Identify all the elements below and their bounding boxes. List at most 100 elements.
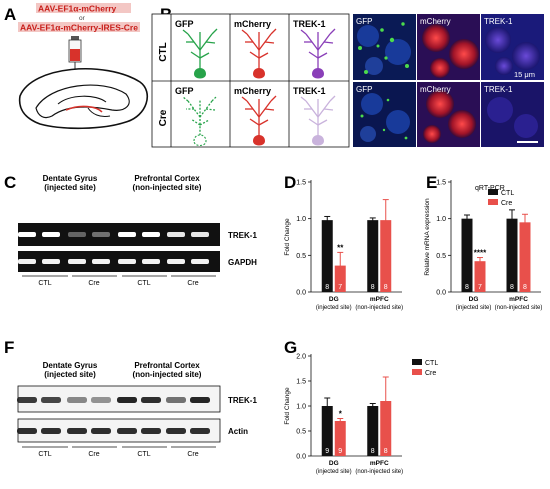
dendrite: [205, 108, 216, 111]
dendrite: [264, 108, 275, 111]
y-tick-label: 0.0: [296, 454, 306, 461]
image-header-trek1: TREK-1: [484, 17, 513, 26]
schematic-headers: GFP mCherry TREK-1 GFP mCherry TREK-1: [175, 19, 326, 96]
header-gfp: GFP: [175, 86, 194, 96]
band: [18, 259, 36, 264]
image-header-gfp: GFP: [356, 17, 372, 26]
image-header-mcherry: mCherry: [420, 17, 451, 26]
neuron-ctl-trek1: [300, 28, 336, 79]
lane-label: CTL: [137, 280, 150, 287]
band: [117, 428, 137, 434]
neuron-ctl-gfp: [182, 28, 218, 79]
bar: [506, 218, 518, 292]
lane-label: Cre: [88, 280, 99, 287]
y-tick-label: 2.0: [296, 354, 306, 361]
band-label-trek1: TREK-1: [228, 396, 257, 405]
y-axis-label: Fold Change: [284, 387, 291, 425]
sample-size-label: 8: [510, 284, 514, 291]
band: [191, 232, 209, 237]
dendrite: [205, 41, 216, 44]
x-tick-sublabel: (injected site): [456, 305, 492, 311]
band: [91, 428, 111, 434]
dendrite: [323, 108, 334, 111]
x-tick-label: DG: [329, 296, 339, 303]
sample-size-label: 8: [371, 284, 375, 291]
bar: [474, 261, 486, 292]
band: [190, 428, 210, 434]
dendrite: [317, 119, 328, 126]
neuron-schematics: [182, 28, 336, 147]
panel-letter: E: [426, 173, 437, 192]
band-label-gapdh: GAPDH: [228, 258, 257, 267]
bar: [321, 220, 333, 292]
vector-label-highlight: [36, 3, 131, 13]
x-tick-sublabel: (non-injected site): [355, 469, 403, 475]
band: [41, 428, 61, 434]
panel-c: C Dentate Gyrus (injected site) Prefront…: [4, 173, 257, 287]
y-tick-label: 0.5: [296, 429, 306, 436]
panel-letter: G: [284, 338, 297, 357]
band: [166, 397, 186, 403]
band: [17, 428, 37, 434]
bar: [367, 220, 379, 292]
x-tick-label: mPFC: [509, 296, 528, 303]
sample-size-label: 8: [384, 284, 388, 291]
header-mcherry: mCherry: [234, 86, 271, 96]
dendrite: [317, 52, 328, 59]
band: [17, 397, 37, 403]
group-sublabel-pfc: (non-injected site): [133, 370, 202, 379]
panel-letter: C: [4, 173, 16, 192]
micrograph-ctl-mcherry: mCherry: [417, 14, 480, 80]
dendrite: [190, 118, 201, 126]
significance-marker: *: [339, 410, 343, 419]
y-tick-label: 1.5: [296, 379, 306, 386]
band: [18, 232, 36, 237]
soma: [312, 68, 324, 79]
y-tick-label: 0.5: [296, 253, 306, 260]
x-tick-label: DG: [469, 296, 479, 303]
sample-size-label: 7: [338, 284, 342, 291]
micrograph-ctl-gfp: GFP: [353, 14, 416, 80]
micrograph-cre-trek1: TREK-1: [481, 82, 544, 147]
dendrite: [199, 119, 210, 126]
dendrite: [308, 118, 319, 126]
band: [92, 232, 110, 237]
bar: [519, 222, 531, 292]
group-sublabel-pfc: (non-injected site): [133, 183, 202, 192]
band: [91, 397, 111, 403]
significance-marker: **: [337, 243, 344, 252]
y-tick-label: 1.0: [296, 404, 306, 411]
y-axis-label: Relative mRNA expression: [424, 198, 431, 276]
x-tick-sublabel: (non-injected site): [495, 305, 543, 311]
band: [190, 397, 210, 403]
or-label: or: [79, 15, 86, 22]
band: [167, 259, 185, 264]
lane-label: Cre: [187, 451, 198, 458]
legend-swatch: [412, 359, 422, 365]
panel-letter: A: [4, 5, 16, 24]
sample-size-label: 9: [325, 448, 329, 455]
band: [141, 428, 161, 434]
panel-b: B CTL Cre GFP mCherry TREK-1 GFP mCherry…: [151, 5, 544, 148]
dendrite: [258, 52, 269, 59]
band: [42, 232, 60, 237]
band-label-actin: Actin: [228, 427, 248, 436]
blot-bands: [18, 232, 209, 264]
schematic-grid: [151, 13, 350, 148]
group-label-pfc: Prefrontal Cortex: [134, 361, 200, 370]
band: [92, 259, 110, 264]
bar: [461, 218, 473, 292]
legend-swatch: [488, 189, 498, 195]
sample-size-label: 8: [384, 448, 388, 455]
soma: [312, 135, 324, 146]
sample-size-label: 7: [478, 284, 482, 291]
dendrite: [300, 29, 307, 35]
dendrite: [199, 52, 210, 59]
legend-label: Cre: [425, 370, 436, 377]
neuron-cre-mcherry: [241, 95, 277, 146]
chart-annotation: qRT-PCR: [475, 185, 505, 192]
x-tick-sublabel: (injected site): [316, 305, 352, 311]
dendrite: [182, 29, 189, 35]
x-tick-label: DG: [329, 460, 339, 467]
hippocampus-diagram: [18, 68, 149, 130]
